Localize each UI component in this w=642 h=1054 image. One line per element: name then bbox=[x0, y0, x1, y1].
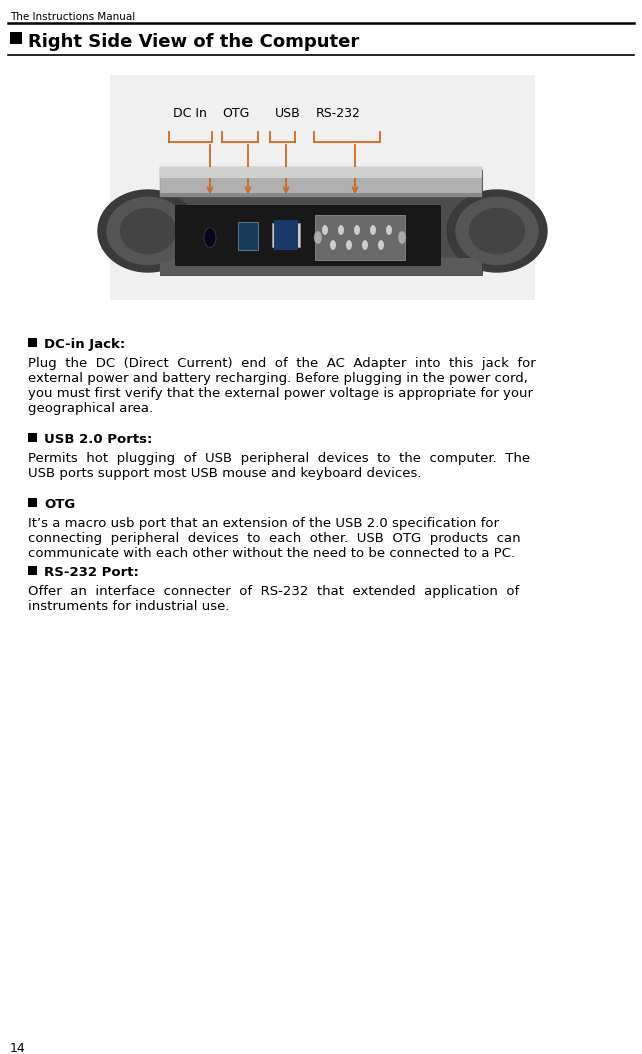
Bar bbox=[238, 222, 258, 250]
Bar bbox=[10, 32, 22, 44]
Polygon shape bbox=[98, 190, 198, 272]
Bar bbox=[110, 75, 535, 300]
Text: connecting  peripheral  devices  to  each  other.  USB  OTG  products  can: connecting peripheral devices to each ot… bbox=[28, 532, 521, 545]
Polygon shape bbox=[469, 209, 525, 254]
Text: Offer  an  interface  connecter  of  RS-232  that  extended  application  of: Offer an interface connecter of RS-232 t… bbox=[28, 585, 519, 598]
Bar bbox=[160, 170, 482, 275]
Bar bbox=[160, 167, 482, 197]
Bar bbox=[28, 338, 37, 347]
Text: communicate with each other without the need to be connected to a PC.: communicate with each other without the … bbox=[28, 547, 515, 560]
Text: you must first verify that the external power voltage is appropriate for your: you must first verify that the external … bbox=[28, 387, 533, 401]
Text: instruments for industrial use.: instruments for industrial use. bbox=[28, 600, 229, 613]
Text: Plug  the  DC  (Direct  Current)  end  of  the  AC  Adapter  into  this  jack  f: Plug the DC (Direct Current) end of the … bbox=[28, 357, 536, 370]
Polygon shape bbox=[121, 209, 175, 254]
Circle shape bbox=[322, 226, 328, 235]
Text: OTG: OTG bbox=[44, 497, 75, 511]
Bar bbox=[315, 215, 405, 260]
Text: RS-232: RS-232 bbox=[316, 108, 361, 120]
Polygon shape bbox=[447, 190, 547, 272]
Circle shape bbox=[314, 231, 322, 245]
Circle shape bbox=[362, 240, 368, 250]
Text: RS-232 Port:: RS-232 Port: bbox=[44, 566, 139, 579]
Text: It’s a macro usb port that an extension of the USB 2.0 specification for: It’s a macro usb port that an extension … bbox=[28, 518, 499, 530]
Bar bbox=[28, 566, 37, 575]
Text: USB 2.0 Ports:: USB 2.0 Ports: bbox=[44, 433, 152, 446]
Text: DC-in Jack:: DC-in Jack: bbox=[44, 338, 125, 351]
Circle shape bbox=[398, 231, 406, 245]
Polygon shape bbox=[107, 197, 189, 265]
Bar bbox=[274, 220, 298, 250]
Bar bbox=[175, 204, 440, 265]
Polygon shape bbox=[456, 197, 538, 265]
Text: Permits  hot  plugging  of  USB  peripheral  devices  to  the  computer.  The: Permits hot plugging of USB peripheral d… bbox=[28, 452, 530, 465]
Bar bbox=[28, 433, 37, 442]
Bar bbox=[160, 193, 482, 197]
Bar bbox=[28, 497, 37, 507]
Circle shape bbox=[354, 226, 360, 235]
Circle shape bbox=[386, 226, 392, 235]
Text: OTG: OTG bbox=[222, 108, 249, 120]
Circle shape bbox=[346, 240, 352, 250]
Circle shape bbox=[330, 240, 336, 250]
Text: Right Side View of the Computer: Right Side View of the Computer bbox=[28, 33, 360, 51]
Circle shape bbox=[378, 240, 384, 250]
Text: The Instructions Manual: The Instructions Manual bbox=[10, 12, 135, 22]
Text: external power and battery recharging. Before plugging in the power cord,: external power and battery recharging. B… bbox=[28, 372, 528, 385]
Bar bbox=[272, 223, 300, 247]
Text: USB ports support most USB mouse and keyboard devices.: USB ports support most USB mouse and key… bbox=[28, 467, 422, 480]
Bar bbox=[160, 167, 482, 177]
Circle shape bbox=[204, 228, 216, 248]
Text: geographical area.: geographical area. bbox=[28, 402, 153, 415]
Circle shape bbox=[370, 226, 376, 235]
Text: 14: 14 bbox=[10, 1042, 26, 1054]
Text: USB: USB bbox=[275, 108, 300, 120]
Bar bbox=[160, 258, 482, 275]
Text: DC In: DC In bbox=[173, 108, 207, 120]
Circle shape bbox=[338, 226, 344, 235]
